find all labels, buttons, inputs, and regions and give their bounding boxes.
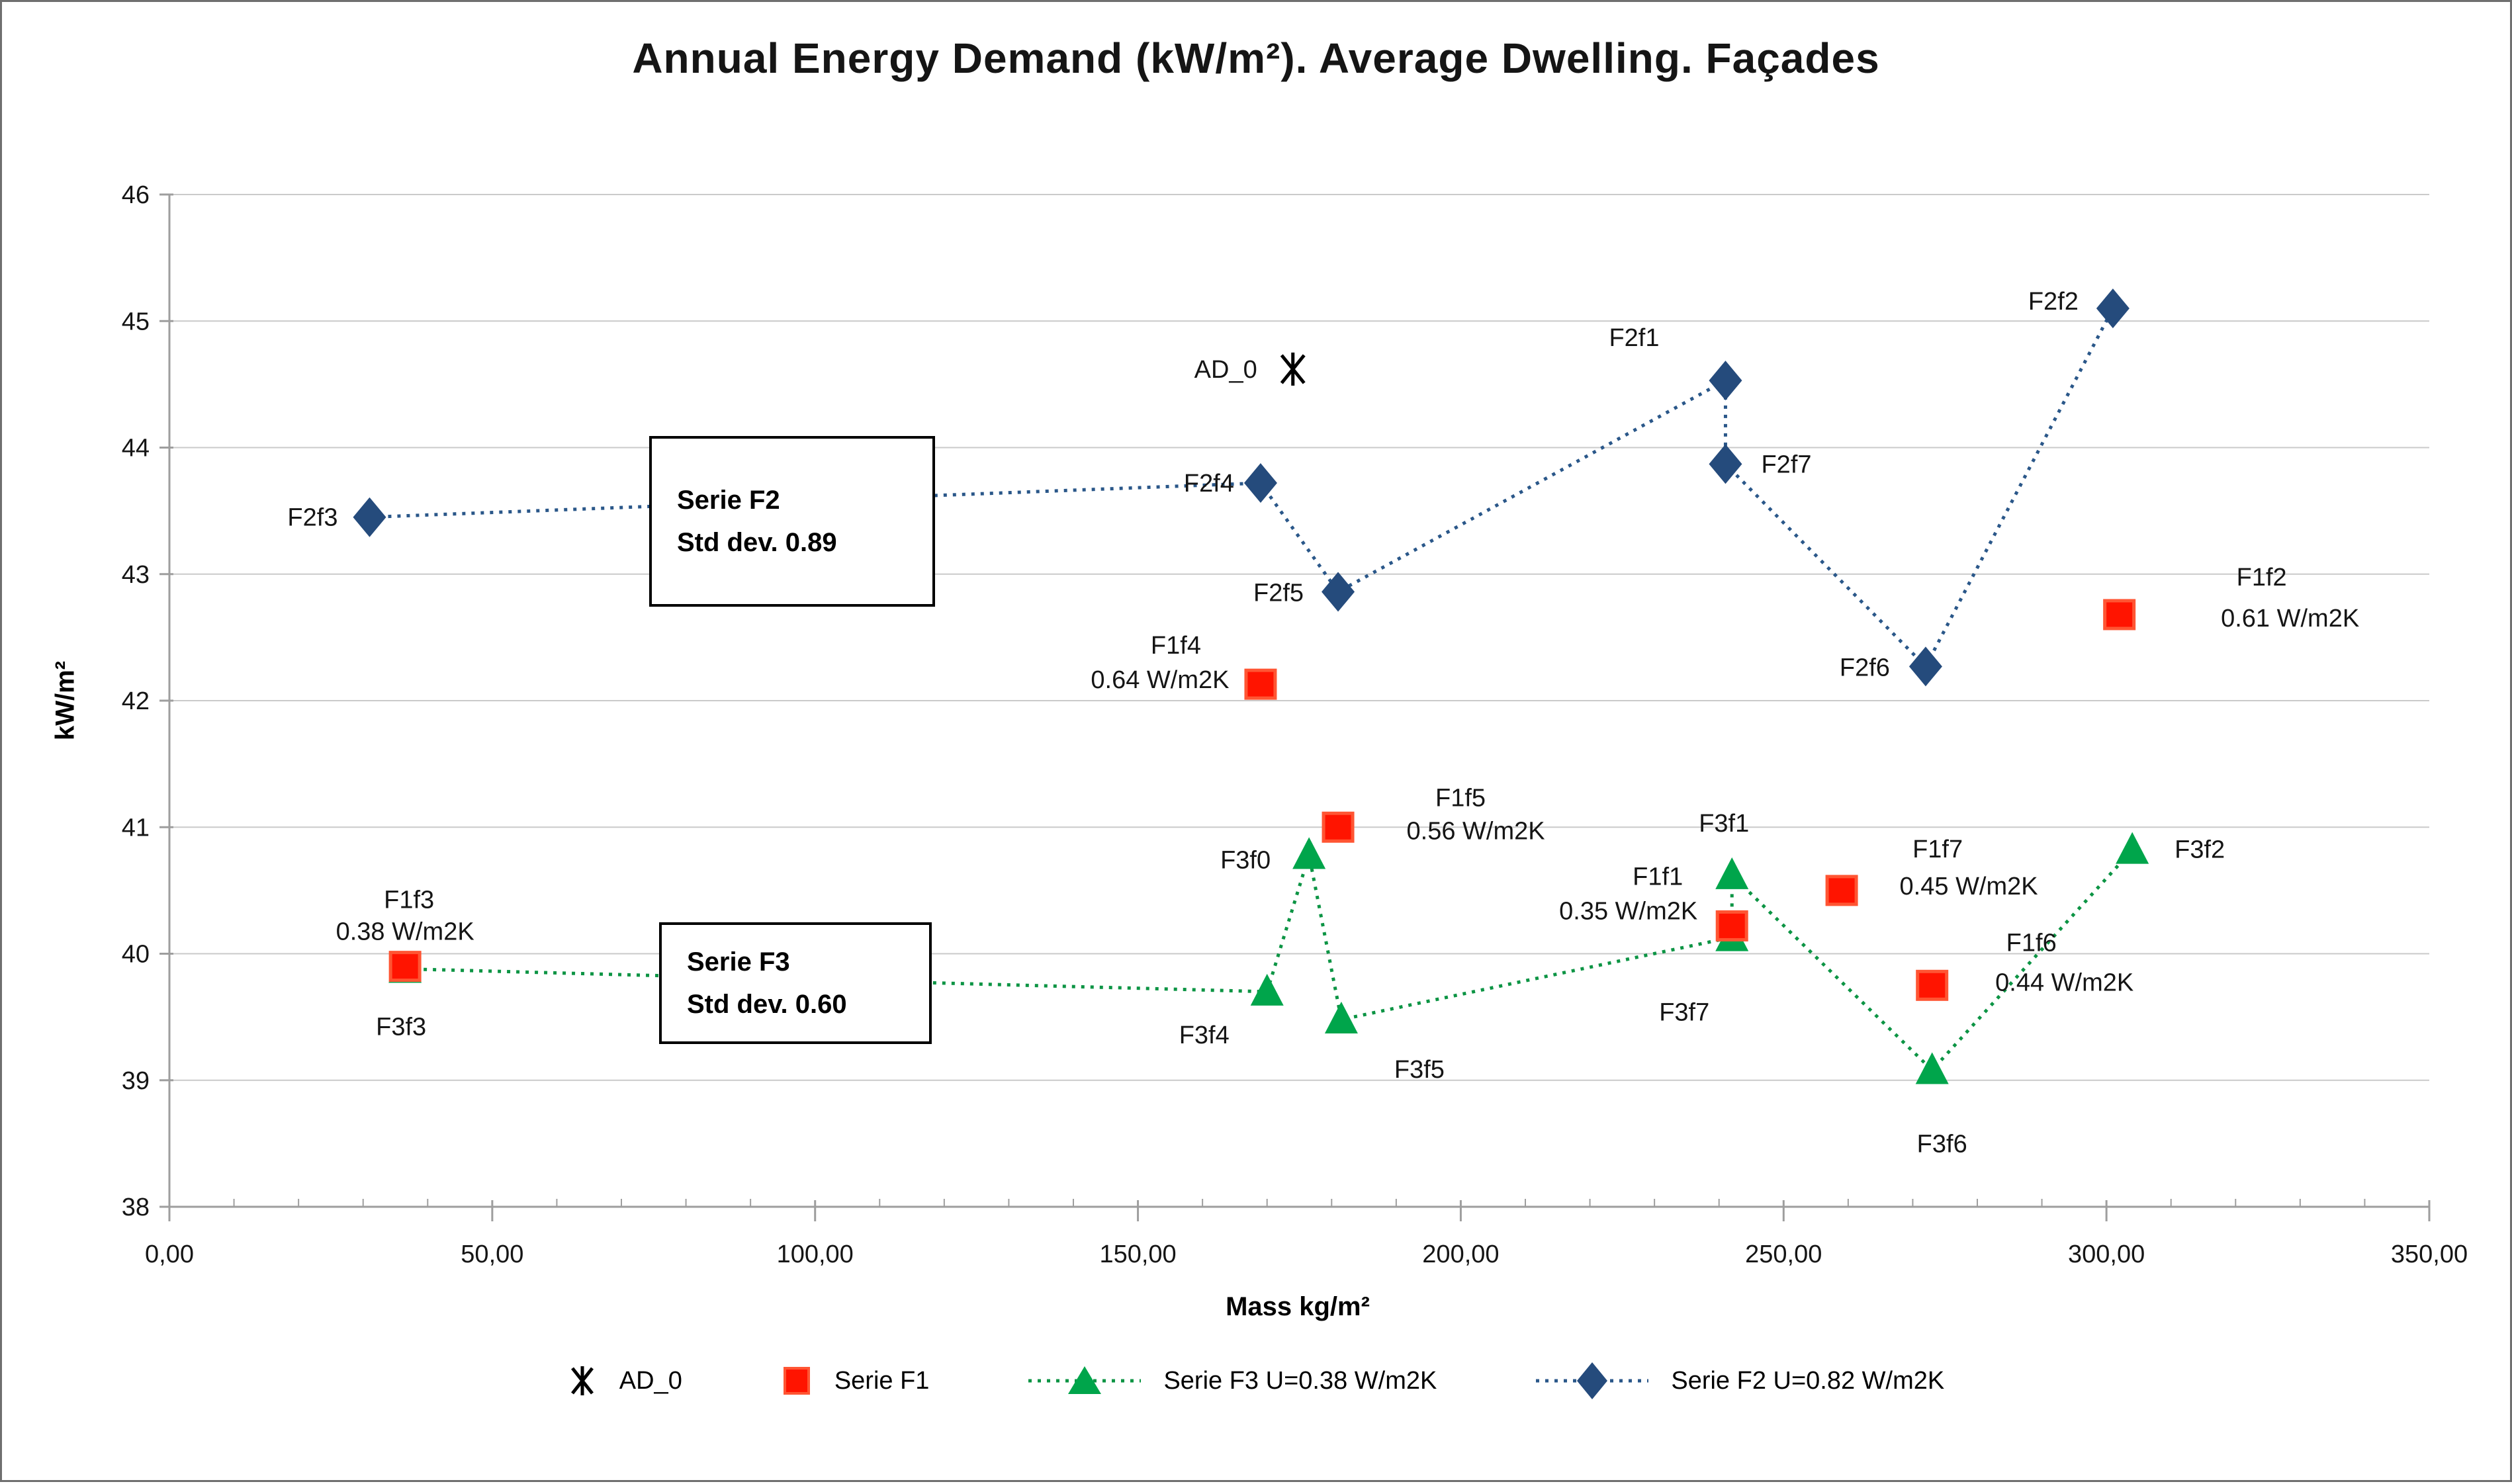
point-label-F2f3: F2f3 [287, 504, 337, 532]
x-tick-label: 350,00 [2391, 1241, 2468, 1268]
marker-F3f5[interactable] [1324, 1001, 1358, 1033]
marker-F1f5[interactable] [1322, 811, 1355, 843]
point-label-F3f7: F3f7 [1659, 999, 1709, 1027]
marker-F2f2[interactable] [2096, 288, 2130, 329]
annotation-line: Serie F2 [677, 486, 780, 515]
marker-AD_0[interactable] [1280, 352, 1306, 386]
series-line-serie-f3-u-0-38-w-m2k [405, 848, 2134, 1073]
y-tick-label: 43 [122, 561, 150, 589]
x-tick-label: 300,00 [2068, 1241, 2145, 1268]
blue-diamond-line-marker-icon [1536, 1362, 1649, 1399]
point-label-F2f1: F2f1 [1609, 324, 1659, 352]
marker-F1f3[interactable] [388, 951, 422, 982]
x-tick-label: 100,00 [777, 1241, 854, 1268]
marker-F3f4[interactable] [1250, 973, 1284, 1006]
annotation-line: Std dev. 0.60 [687, 990, 847, 1019]
annotation-line: Serie F3 [687, 947, 790, 977]
point-label-F1f4: 0.64 W/m2K [1091, 666, 1229, 694]
x-tick-label: 0,00 [145, 1241, 194, 1268]
y-tick-label: 39 [122, 1067, 150, 1095]
point-label-F3f5: F3f5 [1394, 1056, 1445, 1084]
series-ad-0 [1280, 352, 1306, 386]
marker-F2f6[interactable] [1908, 646, 1942, 687]
marker-F3f2[interactable] [2116, 832, 2149, 864]
point-label-F1f5: 0.56 W/m2K [1407, 817, 1545, 845]
point-label-F3f1: F3f1 [1699, 810, 1749, 838]
point-label-AD_0: AD_0 [1194, 356, 1257, 384]
x-tick-label: 200,00 [1422, 1241, 1499, 1268]
point-label-F3f2: F3f2 [2175, 836, 2225, 864]
point-labels: AD_0 F1f3 0.38 W/m2K F1f4 0.64 W/m2K F1f5 0.56… [287, 288, 2359, 1158]
marker-F2f4[interactable] [1243, 463, 1277, 503]
annotation-serie-f3-stddev: Serie F3 Std dev. 0.60 [659, 922, 932, 1044]
legend-item-serie-f2[interactable]: Serie F2 U=0.82 W/m2K [1536, 1360, 1944, 1402]
marker-F3f0[interactable] [1292, 837, 1326, 869]
green-triangle-line-marker-icon [1028, 1366, 1142, 1394]
y-tick-label: 40 [122, 941, 150, 969]
point-label-F2f6: F2f6 [1840, 654, 1890, 681]
legend-item-ad0[interactable]: AD_0 [568, 1362, 682, 1399]
legend-item-serie-f3[interactable]: Serie F3 U=0.38 W/m2K [1028, 1362, 1437, 1399]
series-serie-f1 [388, 599, 2136, 1001]
y-tick-label: 41 [122, 814, 150, 842]
point-label-F2f4: F2f4 [1184, 470, 1234, 498]
point-label-F1f1: 0.35 W/m2K [1559, 897, 1697, 925]
point-label-F3f6: F3f6 [1917, 1130, 1967, 1158]
legend-label: Serie F2 U=0.82 W/m2K [1671, 1366, 1945, 1395]
point-label-F1f7: F1f7 [1912, 836, 1963, 863]
y-tick-label: 45 [122, 308, 150, 335]
legend-label: AD_0 [619, 1366, 682, 1395]
point-label-F1f2: 0.61 W/m2K [2221, 605, 2359, 633]
marker-F2f7[interactable] [1709, 444, 1742, 484]
marker-F3f1[interactable] [1715, 857, 1749, 889]
point-label-F1f6: 0.44 W/m2K [1995, 969, 2133, 996]
point-label-F1f1: F1f1 [1633, 863, 1683, 891]
point-label-F1f3: F1f3 [384, 887, 434, 914]
y-tick-label: 42 [122, 687, 150, 715]
series-serie-f2-u-0-82-w-m2k [353, 288, 2130, 687]
annotation-serie-f2-stddev: Serie F2 Std dev. 0.89 [649, 436, 935, 607]
y-tick-label: 44 [122, 435, 150, 462]
x-axis-title: Mass kg/m² [1226, 1292, 1370, 1321]
legend-label: Serie F1 [834, 1366, 930, 1395]
point-label-F3f0: F3f0 [1220, 846, 1271, 874]
chart-title: Annual Energy Demand (kW/m²). Average Dw… [632, 34, 1880, 82]
point-label-F1f5: F1f5 [1435, 784, 1486, 812]
marker-F1f6[interactable] [1916, 969, 1949, 1001]
marker-F2f5[interactable] [1322, 572, 1355, 612]
x-tick-label: 250,00 [1745, 1241, 1822, 1268]
point-label-F3f3: F3f3 [376, 1013, 426, 1041]
marker-F2f3[interactable] [353, 497, 386, 537]
red-square-marker-icon [783, 1367, 810, 1395]
marker-F3f6[interactable] [1915, 1052, 1949, 1084]
legend-label: Serie F3 U=0.38 W/m2K [1163, 1366, 1437, 1395]
point-label-F1f7: 0.45 W/m2K [1900, 873, 2038, 900]
y-tick-label: 38 [122, 1194, 150, 1221]
point-label-F3f4: F3f4 [1179, 1022, 1230, 1049]
marker-F1f2[interactable] [2103, 599, 2136, 631]
asterisk-marker-icon [570, 1366, 594, 1395]
point-label-F1f6: F1f6 [2006, 929, 2057, 957]
point-label-F1f4: F1f4 [1151, 632, 1201, 660]
axes: 38 39 40 41 42 43 44 45 46 0,00 50,00 100,00 150,00 2… [122, 181, 2468, 1268]
point-label-F2f5: F2f5 [1253, 580, 1304, 607]
x-tick-label: 150,00 [1099, 1241, 1176, 1268]
marker-F1f4[interactable] [1244, 668, 1277, 700]
marker-F1f7[interactable] [1825, 875, 1858, 906]
point-label-F2f2: F2f2 [2028, 288, 2079, 316]
chart-legend: AD_0 Serie F1 Serie F3 U=0.38 W/m2K Seri… [2, 1360, 2510, 1402]
point-label-F1f2: F1f2 [2237, 564, 2287, 591]
y-axis-title: kW/m² [50, 661, 80, 740]
point-label-F1f3: 0.38 W/m2K [336, 918, 474, 946]
legend-item-serie-f1[interactable]: Serie F1 [782, 1364, 930, 1398]
gridlines [169, 194, 2429, 1207]
y-tick-label: 46 [122, 181, 150, 209]
marker-F2f1[interactable] [1709, 361, 1742, 401]
annotation-line: Std dev. 0.89 [677, 528, 837, 557]
marker-F1f1[interactable] [1715, 910, 1748, 941]
point-label-F2f7: F2f7 [1761, 451, 1811, 478]
x-tick-label: 50,00 [461, 1241, 523, 1268]
